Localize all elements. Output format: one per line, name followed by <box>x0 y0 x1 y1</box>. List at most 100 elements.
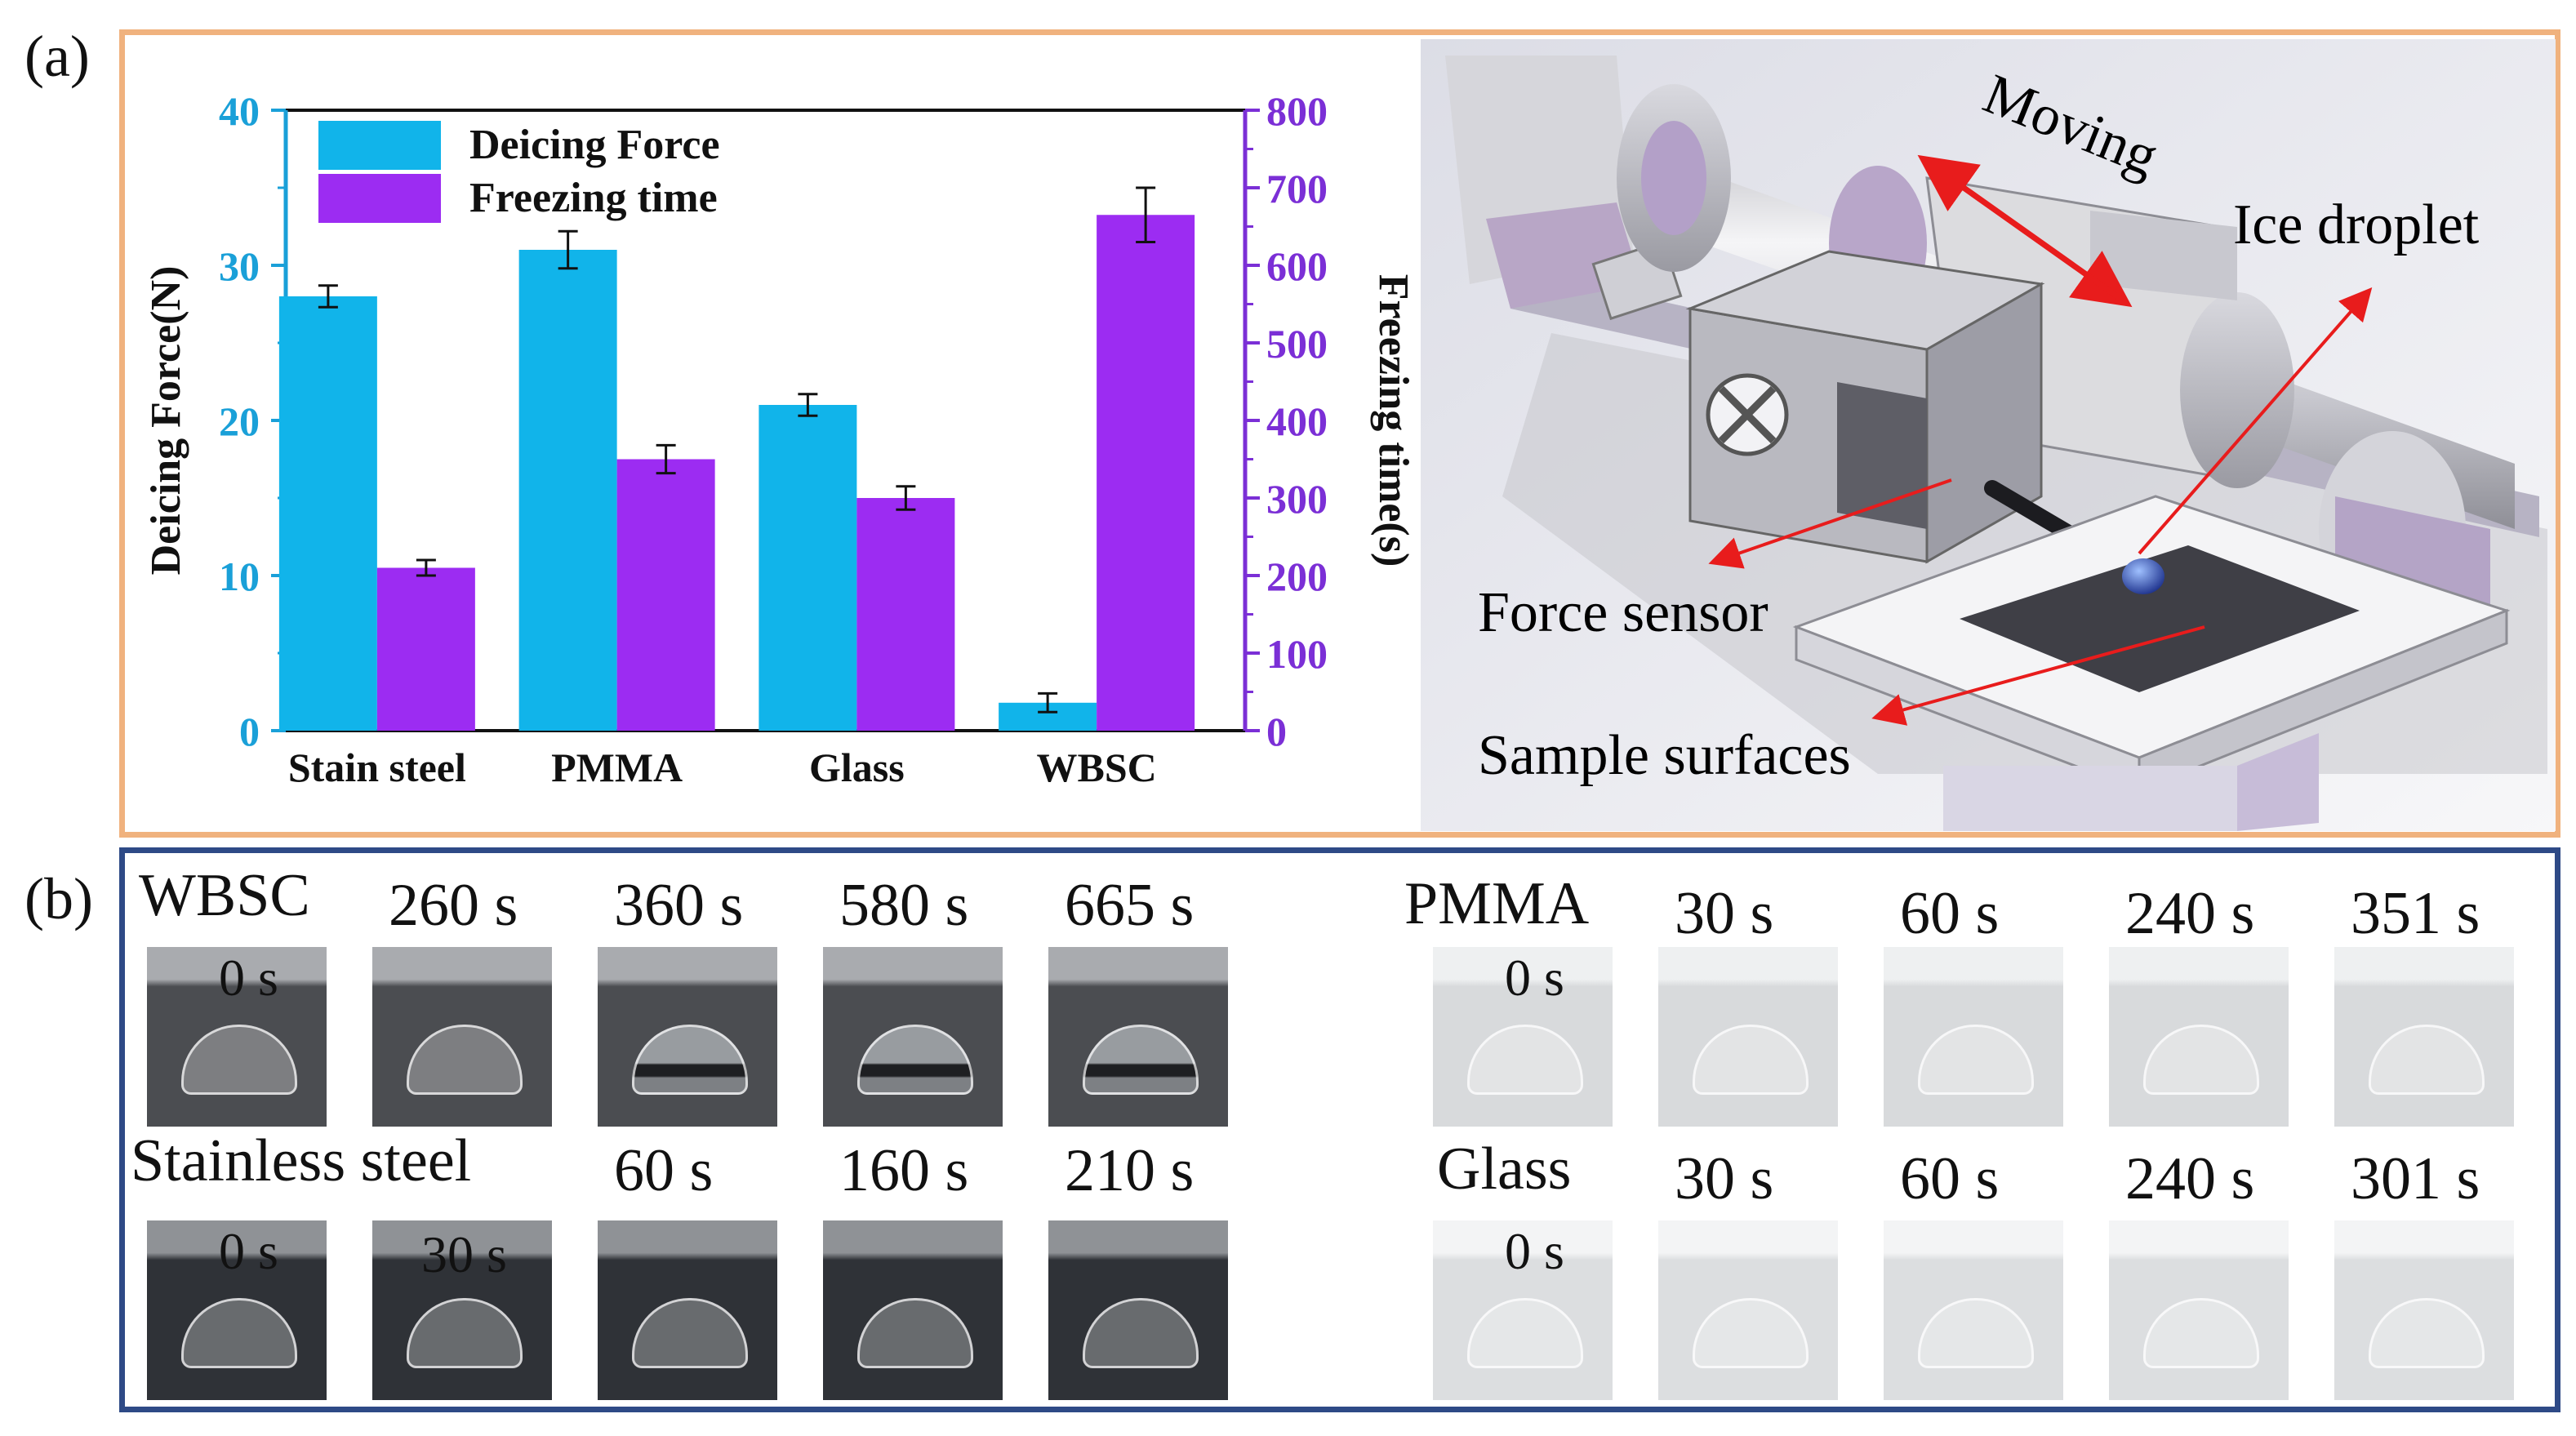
ice-droplet-label: Ice droplet <box>2233 193 2480 256</box>
droplet-shape <box>1083 1025 1199 1095</box>
freezing-time-bar <box>856 498 955 731</box>
frame-time-label: 580 s <box>839 872 969 939</box>
carriage-bearing <box>2180 292 2294 488</box>
freezing-time-bar <box>616 459 715 731</box>
frame-time-label: 0 s <box>1505 1222 1564 1280</box>
category-label: PMMA <box>551 745 683 790</box>
deicing-freezing-chart: 0102030400100200300400500600700800Deicin… <box>143 88 1417 790</box>
freezing-time-bar <box>1097 215 1195 731</box>
frame-time-label: 160 s <box>839 1137 969 1204</box>
ice-droplet-arrow <box>2138 287 2373 555</box>
right-tick-label: 700 <box>1266 166 1328 211</box>
moving-arrow-left <box>1917 154 2125 303</box>
deicing-force-bar <box>518 250 617 731</box>
droplet-shape <box>1918 1025 2034 1095</box>
sample-surfaces-label: Sample surfaces <box>1478 724 1851 787</box>
droplet-photo <box>823 1220 1003 1400</box>
frame-time-label: 0 s <box>1505 949 1564 1007</box>
droplet-shape <box>181 1025 297 1095</box>
left-tick-label: 0 <box>239 709 260 754</box>
right-tick-label: 0 <box>1266 709 1287 754</box>
droplet-shape <box>1693 1298 1809 1368</box>
droplet-photo <box>2334 1220 2514 1400</box>
left-tick-label: 40 <box>219 88 260 134</box>
right-tick-label: 800 <box>1266 88 1328 134</box>
sensor-dial-line-2 <box>1718 385 1777 444</box>
droplet-photo <box>1048 947 1228 1127</box>
right-tick-label: 600 <box>1266 243 1328 289</box>
droplet-shape <box>407 1025 523 1095</box>
sensor-screen <box>1837 382 1927 529</box>
legend-label: Freezing time <box>469 175 718 221</box>
droplet-shape <box>857 1298 973 1368</box>
apparatus-diagram: Moving Ice droplet Force sensor Sample s… <box>1421 39 2556 831</box>
droplet-shape <box>1467 1298 1583 1368</box>
droplet-photo <box>372 1220 552 1400</box>
left-tick-label: 10 <box>219 554 260 599</box>
frame-time-label: 351 s <box>2351 880 2480 947</box>
droplet-photo <box>1658 947 1838 1127</box>
frame-time-label: 60 s <box>1900 880 2000 947</box>
right-tick-label: 400 <box>1266 398 1328 444</box>
category-label: WBSC <box>1036 745 1156 790</box>
left-tick-label: 30 <box>219 243 260 289</box>
frame-time-label: 665 s <box>1065 872 1195 939</box>
group-title: WBSC <box>139 862 310 929</box>
right-tick-label: 100 <box>1266 631 1328 677</box>
frame-time-label: 60 s <box>614 1137 714 1204</box>
droplet-shape <box>1918 1298 2034 1368</box>
stage-support <box>1943 766 2237 831</box>
droplet-photo <box>1048 1220 1228 1400</box>
force-sensor-label: Force sensor <box>1478 581 1768 644</box>
frame-time-label: 240 s <box>2125 880 2255 947</box>
droplet-shape <box>2143 1298 2259 1368</box>
droplet-shape <box>2143 1025 2259 1095</box>
droplet-photo <box>2109 1220 2289 1400</box>
frame-time-label: 210 s <box>1065 1137 1195 1204</box>
left-tick-label: 20 <box>219 398 260 444</box>
frame-time-label: 30 s <box>1675 1145 1774 1212</box>
droplet-photo <box>598 1220 777 1400</box>
droplet-photo <box>1433 947 1613 1127</box>
droplet-photo <box>1884 1220 2063 1400</box>
frame-time-label: 301 s <box>2351 1145 2480 1212</box>
legend-swatch <box>318 121 441 170</box>
droplet-photo <box>2109 947 2289 1127</box>
frame-time-label: 0 s <box>219 949 278 1007</box>
category-label: Glass <box>809 745 905 790</box>
droplet-photo <box>598 947 777 1127</box>
pillow-block-1-inner <box>1641 121 1706 235</box>
droplet-shape <box>181 1298 297 1368</box>
frame-time-label: 0 s <box>219 1222 278 1280</box>
force-sensor-arrow <box>1708 478 1952 569</box>
deicing-force-bar <box>759 405 857 731</box>
frame-time-label: 30 s <box>421 1225 507 1283</box>
group-title: Stainless steel <box>131 1127 472 1194</box>
frame-time-label: 260 s <box>389 872 518 939</box>
frame-time-label: 240 s <box>2125 1145 2255 1212</box>
panel-a-label: (a) <box>24 24 90 89</box>
droplet-shape <box>1693 1025 1809 1095</box>
droplet-shape <box>1083 1298 1199 1368</box>
droplet-photo <box>372 947 552 1127</box>
group-title: PMMA <box>1404 870 1590 937</box>
legend-label: Deicing Force <box>469 122 720 168</box>
right-tick-label: 200 <box>1266 554 1328 599</box>
right-axis-title: Freezing time(s) <box>1370 274 1417 567</box>
left-axis-title: Deicing Force(N) <box>143 266 189 576</box>
frame-time-label: 60 s <box>1900 1145 2000 1212</box>
group-title: Glass <box>1437 1136 1572 1203</box>
freezing-time-bar <box>376 567 475 731</box>
droplet-photo <box>1658 1220 1838 1400</box>
panel-b-frame <box>119 847 2560 1412</box>
category-label: Stain steel <box>288 745 466 790</box>
frame-time-label: 360 s <box>614 872 744 939</box>
legend-swatch <box>318 174 441 223</box>
right-tick-label: 300 <box>1266 476 1328 522</box>
panel-a-frame <box>119 29 2560 838</box>
deicing-force-bar <box>278 296 377 731</box>
droplet-photo <box>147 947 327 1127</box>
droplet-shape <box>632 1298 748 1368</box>
right-tick-label: 500 <box>1266 321 1328 367</box>
sample-plate <box>1960 545 2360 692</box>
